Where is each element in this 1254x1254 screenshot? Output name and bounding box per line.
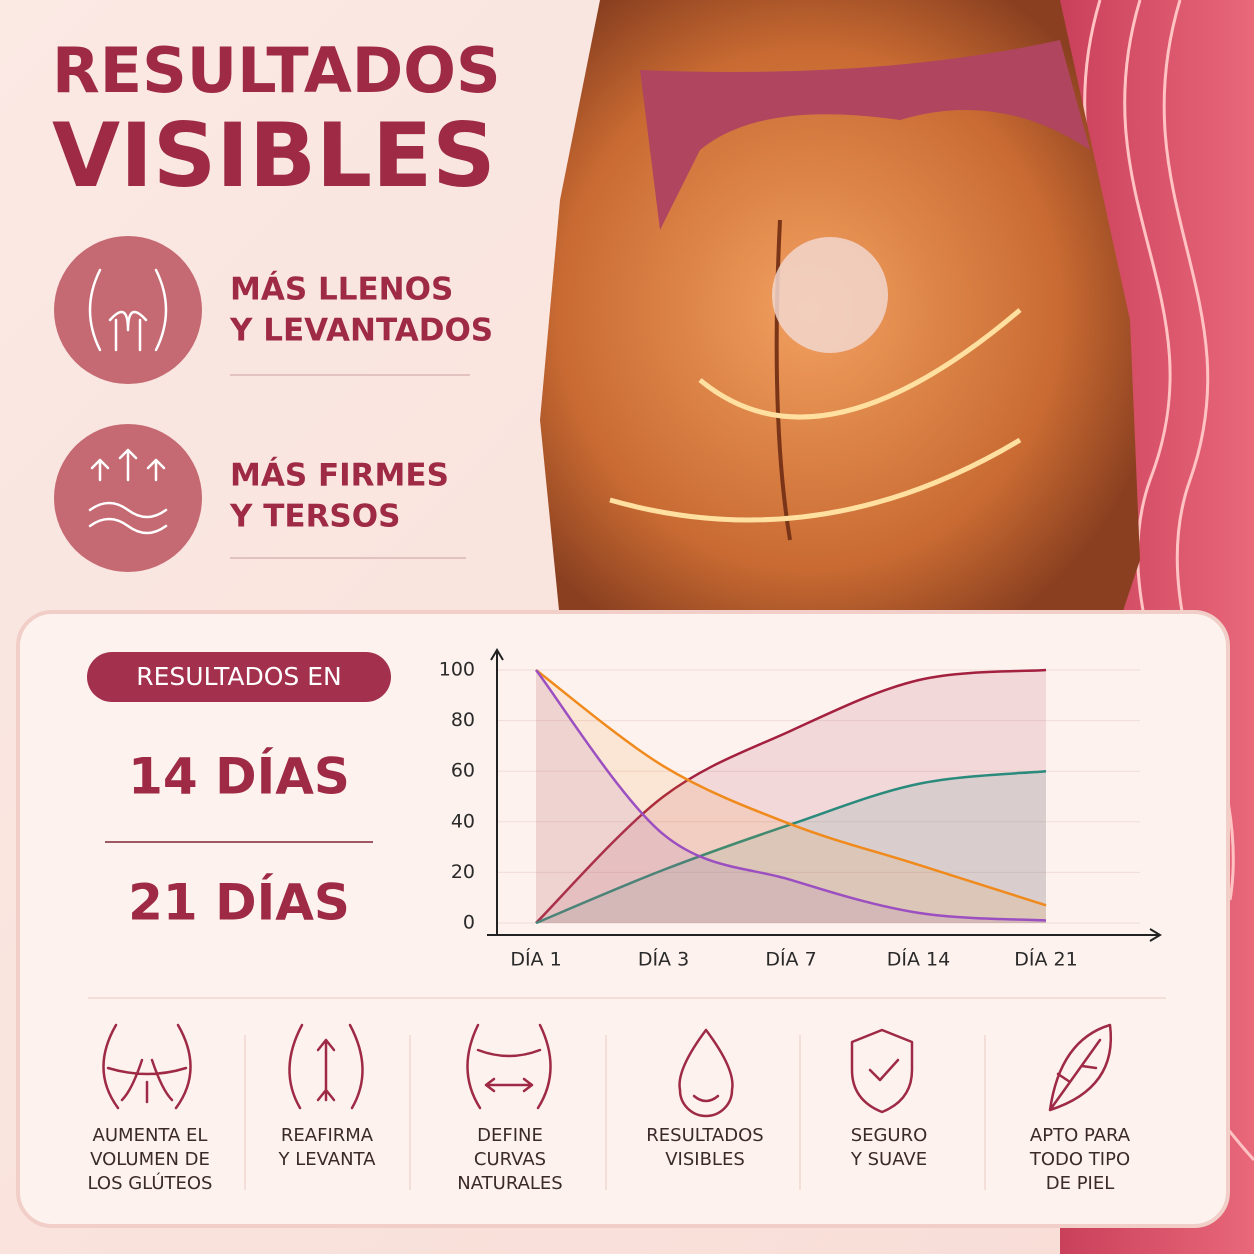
benefit-label: VISIBLES [665,1149,745,1170]
title: VISIBLES [52,104,496,207]
benefit-label: REAFIRMA [281,1125,374,1146]
feature-icon [54,236,202,572]
y-tick-label: 80 [451,709,475,731]
period: 21 DÍAS [128,873,350,932]
series-area [536,670,1046,923]
series-line [535,669,1047,907]
benefit-label: APTO PARA [1030,1125,1131,1146]
title: RESULTADOS [52,34,501,107]
y-tick-label: 0 [463,912,475,934]
illustration [540,0,1140,620]
benefit-label: DEFINE [477,1125,543,1146]
benefit-label: Y LEVANTA [278,1149,377,1170]
panel [16,610,1230,1228]
y-tick-label: 40 [451,810,475,832]
x-tick-label: DÍA 14 [887,948,950,971]
benefit-label: SEGURO [851,1125,928,1146]
benefit-icons [102,1023,1113,1118]
feature-text: MÁS FIRMES [230,458,449,494]
x-tick-label: DÍA 3 [638,948,689,971]
benefit-label: TODO TIPO [1029,1149,1130,1170]
benefit-label: AUMENTA EL [93,1125,208,1146]
series-area [536,670,1046,923]
feature-text: Y TERSOS [229,499,400,535]
badge-text: RESULTADOS EN [136,662,342,691]
chart: 0 20 40 60 80 100 DÍA 1 DÍA 3 DÍA 7 DÍA 14 DÍA 21 [439,648,1162,971]
x-tick-label: DÍA 21 [1014,948,1077,971]
series-line [535,668,1047,924]
series-area [536,771,1046,923]
series-area [536,670,1046,923]
benefit-label: Y SUAVE [850,1149,927,1170]
benefit-label: RESULTADOS [646,1125,763,1146]
period: 14 DÍAS [128,747,350,806]
y-tick-label: 100 [439,659,475,681]
y-tick-label: 20 [451,861,475,883]
feature-text: Y LEVANTADOS [229,313,493,349]
badge [87,652,391,702]
x-tick-label: DÍA 1 [510,948,561,971]
axis [487,648,1162,942]
benefit-label: CURVAS [474,1149,546,1170]
benefit-label: LOS GLÚTEOS [88,1172,213,1194]
x-tick-label: DÍA 7 [765,948,816,971]
series-line [535,669,1047,922]
benefit-label: DE PIEL [1046,1173,1115,1194]
benefit-label: VOLUMEN DE [90,1149,210,1170]
y-tick-label: 60 [451,760,475,782]
feature-text: MÁS LLENOS [230,272,453,308]
benefit-label: NATURALES [457,1173,562,1194]
